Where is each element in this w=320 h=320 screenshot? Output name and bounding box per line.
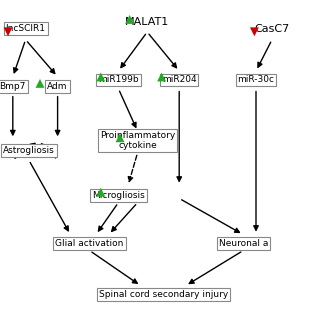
Text: Proinflammatory
cytokine: Proinflammatory cytokine (100, 131, 175, 150)
Text: Neuronal a: Neuronal a (219, 239, 268, 248)
Text: miR-30c: miR-30c (237, 76, 275, 84)
Text: MALAT1: MALAT1 (125, 17, 169, 28)
Text: Microgliosis: Microgliosis (92, 191, 145, 200)
Text: miR199b: miR199b (98, 76, 139, 84)
Text: Bmp7: Bmp7 (0, 82, 26, 91)
Text: Spinal cord secondary injury: Spinal cord secondary injury (99, 290, 228, 299)
Text: Astrogliosis: Astrogliosis (3, 146, 55, 155)
Text: Adm: Adm (47, 82, 68, 91)
Text: lncSCIR1: lncSCIR1 (6, 24, 46, 33)
Text: Glial activation: Glial activation (55, 239, 124, 248)
Text: CasC7: CasC7 (254, 24, 290, 34)
Text: miR204: miR204 (162, 76, 196, 84)
